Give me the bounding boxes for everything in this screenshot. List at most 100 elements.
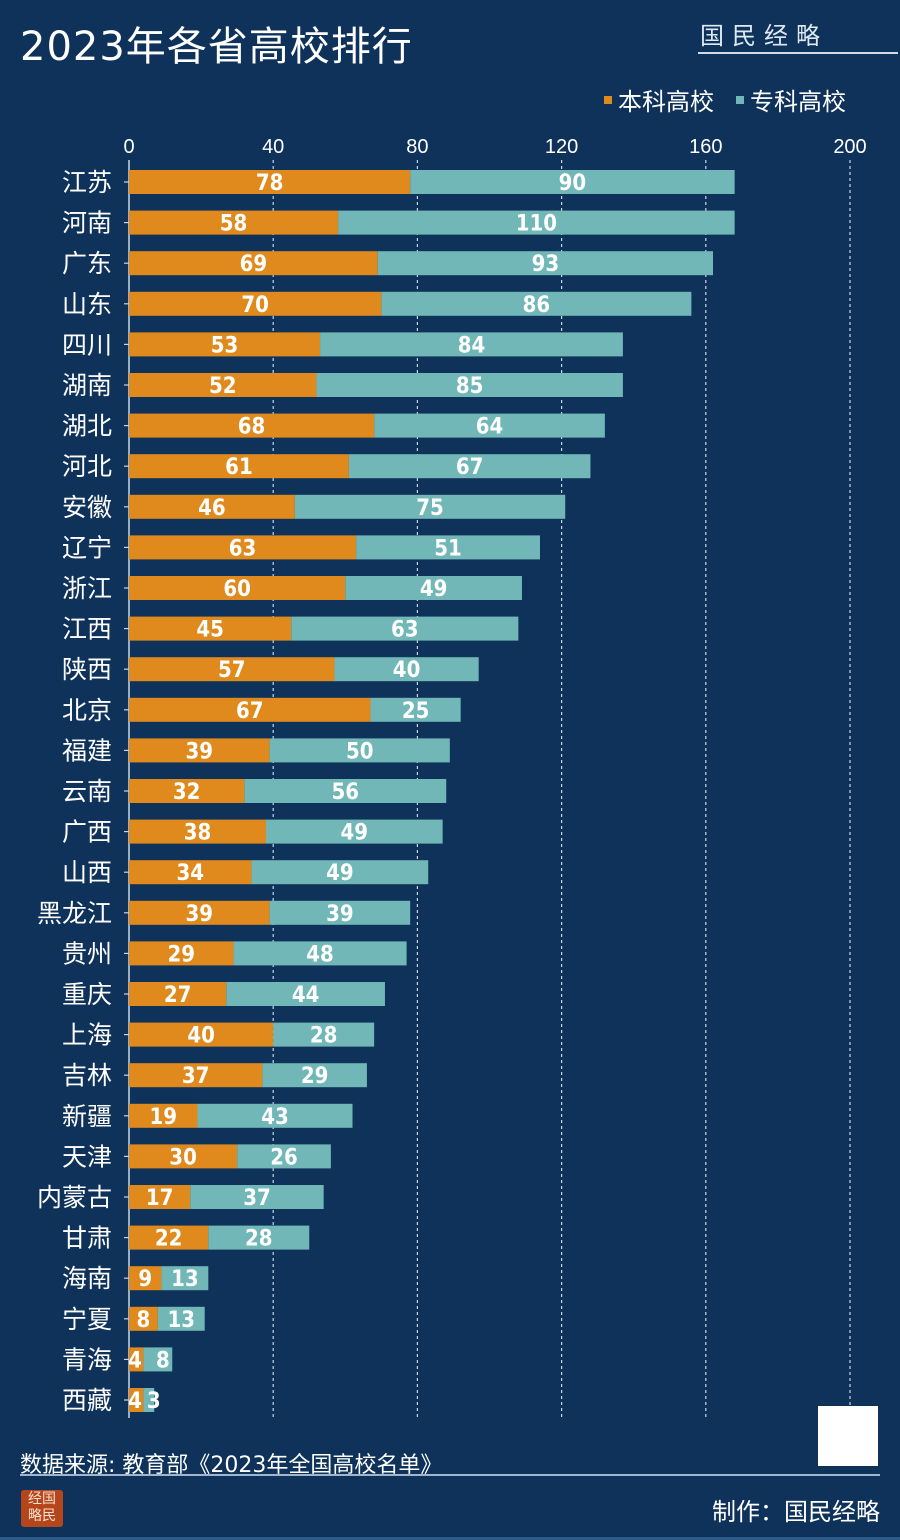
data-label-undergrad: 70 bbox=[241, 293, 269, 318]
data-label-undergrad: 40 bbox=[187, 1024, 215, 1049]
bar-undergrad bbox=[129, 1022, 274, 1047]
data-label-junior: 93 bbox=[532, 252, 560, 277]
category-label: 福建 bbox=[62, 736, 112, 765]
category-label: 浙江 bbox=[62, 574, 112, 603]
bar-undergrad bbox=[129, 779, 245, 803]
data-label-junior: 56 bbox=[332, 780, 360, 805]
category-label: 陕西 bbox=[62, 655, 112, 684]
category-label: 安徽 bbox=[62, 493, 112, 522]
category-label: 上海 bbox=[62, 1021, 112, 1050]
data-label-undergrad: 32 bbox=[173, 780, 201, 805]
x-tick-label: 160 bbox=[689, 136, 722, 158]
data-label-undergrad: 38 bbox=[184, 821, 212, 846]
data-label-junior: 63 bbox=[391, 618, 419, 643]
bar-undergrad bbox=[129, 576, 346, 600]
data-label-undergrad: 4 bbox=[128, 1348, 142, 1373]
bar-undergrad bbox=[129, 535, 357, 560]
bar-junior bbox=[294, 494, 566, 519]
data-label-junior: 13 bbox=[167, 1308, 195, 1333]
data-label-junior: 39 bbox=[326, 902, 354, 927]
bar-junior bbox=[143, 1388, 155, 1412]
bar-junior bbox=[208, 1225, 310, 1250]
bar-junior bbox=[334, 657, 479, 682]
data-label-junior: 49 bbox=[326, 861, 354, 886]
category-label: 重庆 bbox=[62, 980, 112, 1009]
bar-junior bbox=[233, 941, 407, 966]
maker-credit: 制作：国民经略 bbox=[712, 1498, 880, 1526]
bar-undergrad bbox=[129, 982, 227, 1006]
data-label-junior: 49 bbox=[420, 577, 448, 602]
brand-underline bbox=[698, 52, 898, 54]
data-label-undergrad: 69 bbox=[240, 252, 268, 277]
category-label: 山西 bbox=[62, 858, 112, 887]
data-label-undergrad: 57 bbox=[218, 658, 246, 683]
data-label-junior: 25 bbox=[402, 699, 430, 724]
bar-undergrad bbox=[129, 1266, 162, 1291]
bar-junior bbox=[374, 413, 605, 438]
data-label-undergrad: 34 bbox=[177, 861, 205, 886]
category-label: 内蒙古 bbox=[37, 1183, 112, 1212]
data-label-junior: 28 bbox=[310, 1024, 338, 1049]
data-label-junior: 110 bbox=[516, 212, 557, 237]
bar-junior bbox=[262, 1063, 367, 1088]
category-label: 北京 bbox=[62, 696, 112, 725]
data-label-junior: 26 bbox=[270, 1145, 298, 1170]
bar-junior bbox=[269, 900, 411, 925]
x-tick-label: 120 bbox=[545, 136, 578, 158]
bar-junior bbox=[157, 1306, 205, 1331]
bar-undergrad bbox=[129, 291, 382, 316]
data-label-junior: 90 bbox=[559, 171, 587, 196]
bar-undergrad bbox=[129, 738, 270, 763]
bar-junior bbox=[291, 616, 519, 641]
bar-undergrad bbox=[129, 1103, 198, 1128]
bar-junior bbox=[265, 819, 443, 844]
bar-undergrad bbox=[129, 251, 378, 276]
data-label-undergrad: 4 bbox=[128, 1389, 142, 1414]
category-label: 贵州 bbox=[62, 939, 112, 968]
bar-undergrad bbox=[129, 332, 321, 357]
bar-junior bbox=[338, 210, 735, 235]
data-label-junior: 67 bbox=[456, 455, 484, 480]
data-label-junior: 75 bbox=[416, 496, 444, 521]
data-label-junior: 37 bbox=[243, 1186, 271, 1211]
data-label-undergrad: 61 bbox=[225, 455, 253, 480]
bar-undergrad bbox=[129, 616, 292, 641]
legend-label-junior: 专科高校 bbox=[750, 88, 846, 116]
divider bbox=[20, 1474, 880, 1476]
legend-swatch-junior bbox=[736, 95, 744, 104]
category-label: 黑龙江 bbox=[37, 899, 112, 928]
category-label: 江西 bbox=[62, 615, 112, 644]
data-source: 数据来源: 教育部《2023年全国高校名单》 bbox=[20, 1453, 443, 1478]
data-label-undergrad: 39 bbox=[186, 739, 214, 764]
legend: 本科高校 专科高校 bbox=[604, 82, 846, 117]
bar-undergrad bbox=[129, 210, 339, 235]
x-tick-label: 0 bbox=[123, 136, 134, 158]
data-label-undergrad: 58 bbox=[220, 212, 248, 237]
category-label: 青海 bbox=[62, 1345, 112, 1374]
data-label-junior: 50 bbox=[346, 739, 374, 764]
bar-junior bbox=[316, 373, 623, 397]
bar-undergrad bbox=[129, 900, 270, 925]
qr-code bbox=[818, 1406, 878, 1466]
bar-junior bbox=[370, 697, 461, 722]
bar-junior bbox=[244, 779, 447, 803]
data-label-undergrad: 68 bbox=[238, 415, 266, 440]
data-label-undergrad: 8 bbox=[137, 1308, 151, 1333]
category-label: 辽宁 bbox=[62, 533, 112, 562]
category-label: 西藏 bbox=[62, 1386, 112, 1415]
bar-undergrad bbox=[129, 819, 266, 844]
bar-junior bbox=[410, 170, 735, 194]
data-label-junior: 28 bbox=[245, 1227, 273, 1252]
bar-undergrad bbox=[129, 1306, 158, 1331]
category-label: 海南 bbox=[62, 1264, 112, 1293]
data-label-undergrad: 22 bbox=[155, 1227, 183, 1252]
data-label-undergrad: 17 bbox=[146, 1186, 174, 1211]
data-label-undergrad: 9 bbox=[138, 1267, 152, 1292]
category-label: 江苏 bbox=[62, 168, 112, 197]
category-label: 吉林 bbox=[62, 1061, 112, 1090]
category-label: 广西 bbox=[62, 818, 112, 847]
bar-undergrad bbox=[129, 1347, 144, 1372]
bar-undergrad bbox=[129, 373, 317, 397]
bar-undergrad bbox=[129, 494, 295, 519]
bottom-bar bbox=[0, 1537, 900, 1540]
